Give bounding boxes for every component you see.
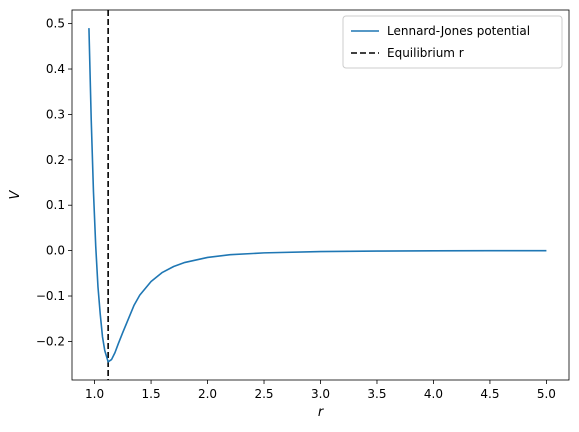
plot-series [88,10,547,380]
x-tick-label: 1.0 [85,387,104,401]
legend-box [342,15,563,69]
x-tick-label: 5.0 [537,387,556,401]
axis-ticks: 1.0 1.5 2.0 2.5 3.0 3.5 4.0 4.5 5.0 −0.2 −0.1 0.0 0.… [36,17,556,401]
x-tick-label: 2.0 [198,387,217,401]
x-axis-label: r [318,405,325,420]
y-tick-label: −0.1 [36,289,65,303]
y-tick-label: 0.4 [46,62,65,76]
y-tick-label: 0.3 [46,107,65,121]
y-tick-label: −0.2 [36,334,65,348]
x-tick-label: 4.0 [424,387,443,401]
axes-frame [71,9,570,381]
y-tick-label: 0.5 [46,17,65,31]
y-tick-label: 0.2 [46,153,65,167]
x-tick-label: 2.5 [254,387,273,401]
y-tick-label: 0.0 [46,244,65,258]
legend-label-lennard-jones: Lennard-Jones potential [387,24,530,38]
x-tick-label: 3.5 [367,387,386,401]
x-tick-label: 4.5 [480,387,499,401]
lennard-jones-curve [88,28,547,363]
y-axis-label: V [8,189,23,199]
y-tick-label: 0.1 [46,198,65,212]
legend: Lennard-Jones potential Equilibrium r [342,15,563,69]
legend-label-equilibrium: Equilibrium r [387,46,464,60]
x-tick-label: 1.5 [142,387,161,401]
x-tick-label: 3.0 [311,387,330,401]
